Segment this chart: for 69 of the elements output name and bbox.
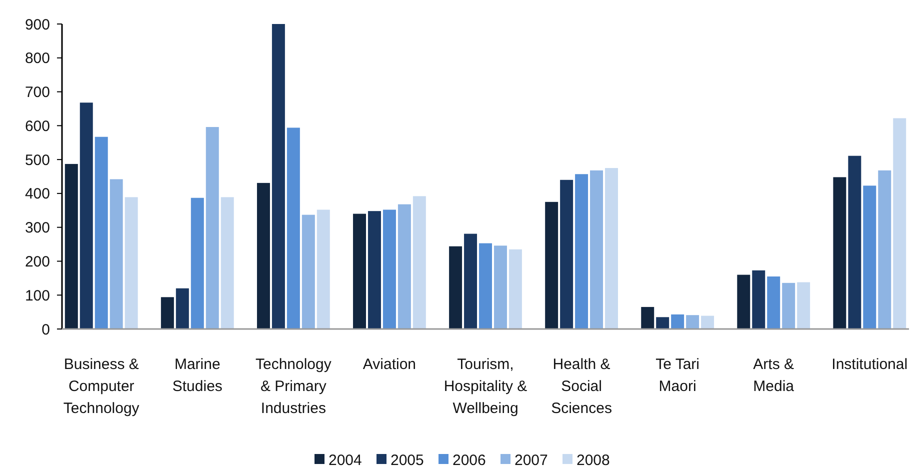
bar	[590, 170, 604, 329]
bar	[190, 198, 204, 329]
bar	[767, 276, 780, 329]
bar	[560, 180, 574, 329]
bar	[737, 274, 750, 329]
legend-label: 2007	[514, 452, 548, 469]
y-tick-label: 900	[24, 16, 50, 34]
bar	[176, 288, 189, 329]
bar	[833, 177, 846, 329]
bar	[671, 314, 684, 329]
x-tick-label: Health & Social Sciences	[551, 356, 612, 417]
bar	[848, 156, 862, 329]
bar	[64, 164, 78, 329]
bar	[508, 249, 522, 329]
bar	[398, 204, 411, 329]
bar	[686, 315, 700, 329]
bar	[782, 282, 796, 329]
x-tick-label: Business & Computer Technology	[63, 356, 140, 417]
y-tick-label: 700	[24, 84, 50, 102]
x-tick-label: Aviation	[362, 356, 416, 373]
bar	[797, 282, 810, 329]
y-tick-label: 200	[24, 253, 50, 270]
y-tick-label: 500	[24, 152, 50, 169]
bar	[80, 102, 93, 329]
bar	[302, 214, 315, 329]
bar	[479, 243, 492, 329]
bar	[641, 306, 654, 329]
x-tick-label: Technology & Primary Industries	[255, 356, 332, 417]
bar	[575, 174, 588, 329]
bar	[220, 197, 234, 329]
bar	[368, 211, 381, 329]
bar	[94, 136, 108, 329]
x-tick-label: Arts & Media	[753, 356, 795, 395]
x-tick-label: Institutional	[832, 356, 908, 373]
bar	[449, 246, 462, 329]
bar	[353, 214, 366, 329]
bar	[110, 179, 123, 329]
bar	[863, 186, 876, 329]
bar	[382, 210, 396, 329]
bar	[256, 182, 270, 329]
legend-label: 2008	[576, 452, 610, 469]
y-tick-label: 800	[24, 50, 50, 68]
bar	[272, 24, 285, 329]
x-tick-label: Te Tari Maori	[656, 356, 700, 395]
y-tick-label: 300	[24, 220, 50, 237]
bar	[206, 127, 219, 329]
bar	[124, 197, 138, 329]
bar	[286, 128, 300, 329]
bar	[545, 202, 558, 329]
bar	[752, 270, 766, 329]
bar	[494, 246, 507, 329]
y-tick-label: 400	[24, 186, 50, 203]
x-tick-label: Marine Studies	[172, 356, 222, 395]
bar	[701, 316, 714, 329]
x-tick-label: Tourism, Hospitality & Wellbeing	[444, 356, 528, 417]
y-tick-label: 100	[24, 287, 50, 304]
bar	[878, 170, 892, 329]
bar	[605, 168, 618, 329]
legend-label: 2006	[452, 452, 486, 469]
y-tick-label: 600	[24, 118, 50, 135]
bar	[412, 196, 426, 329]
legend-label: 2005	[390, 452, 424, 469]
bar	[656, 317, 670, 329]
bar	[160, 297, 174, 329]
legend-label: 2004	[328, 452, 362, 469]
bar	[464, 234, 478, 329]
bar	[893, 118, 906, 329]
bar	[316, 210, 330, 329]
y-tick-label: 0	[42, 321, 50, 338]
